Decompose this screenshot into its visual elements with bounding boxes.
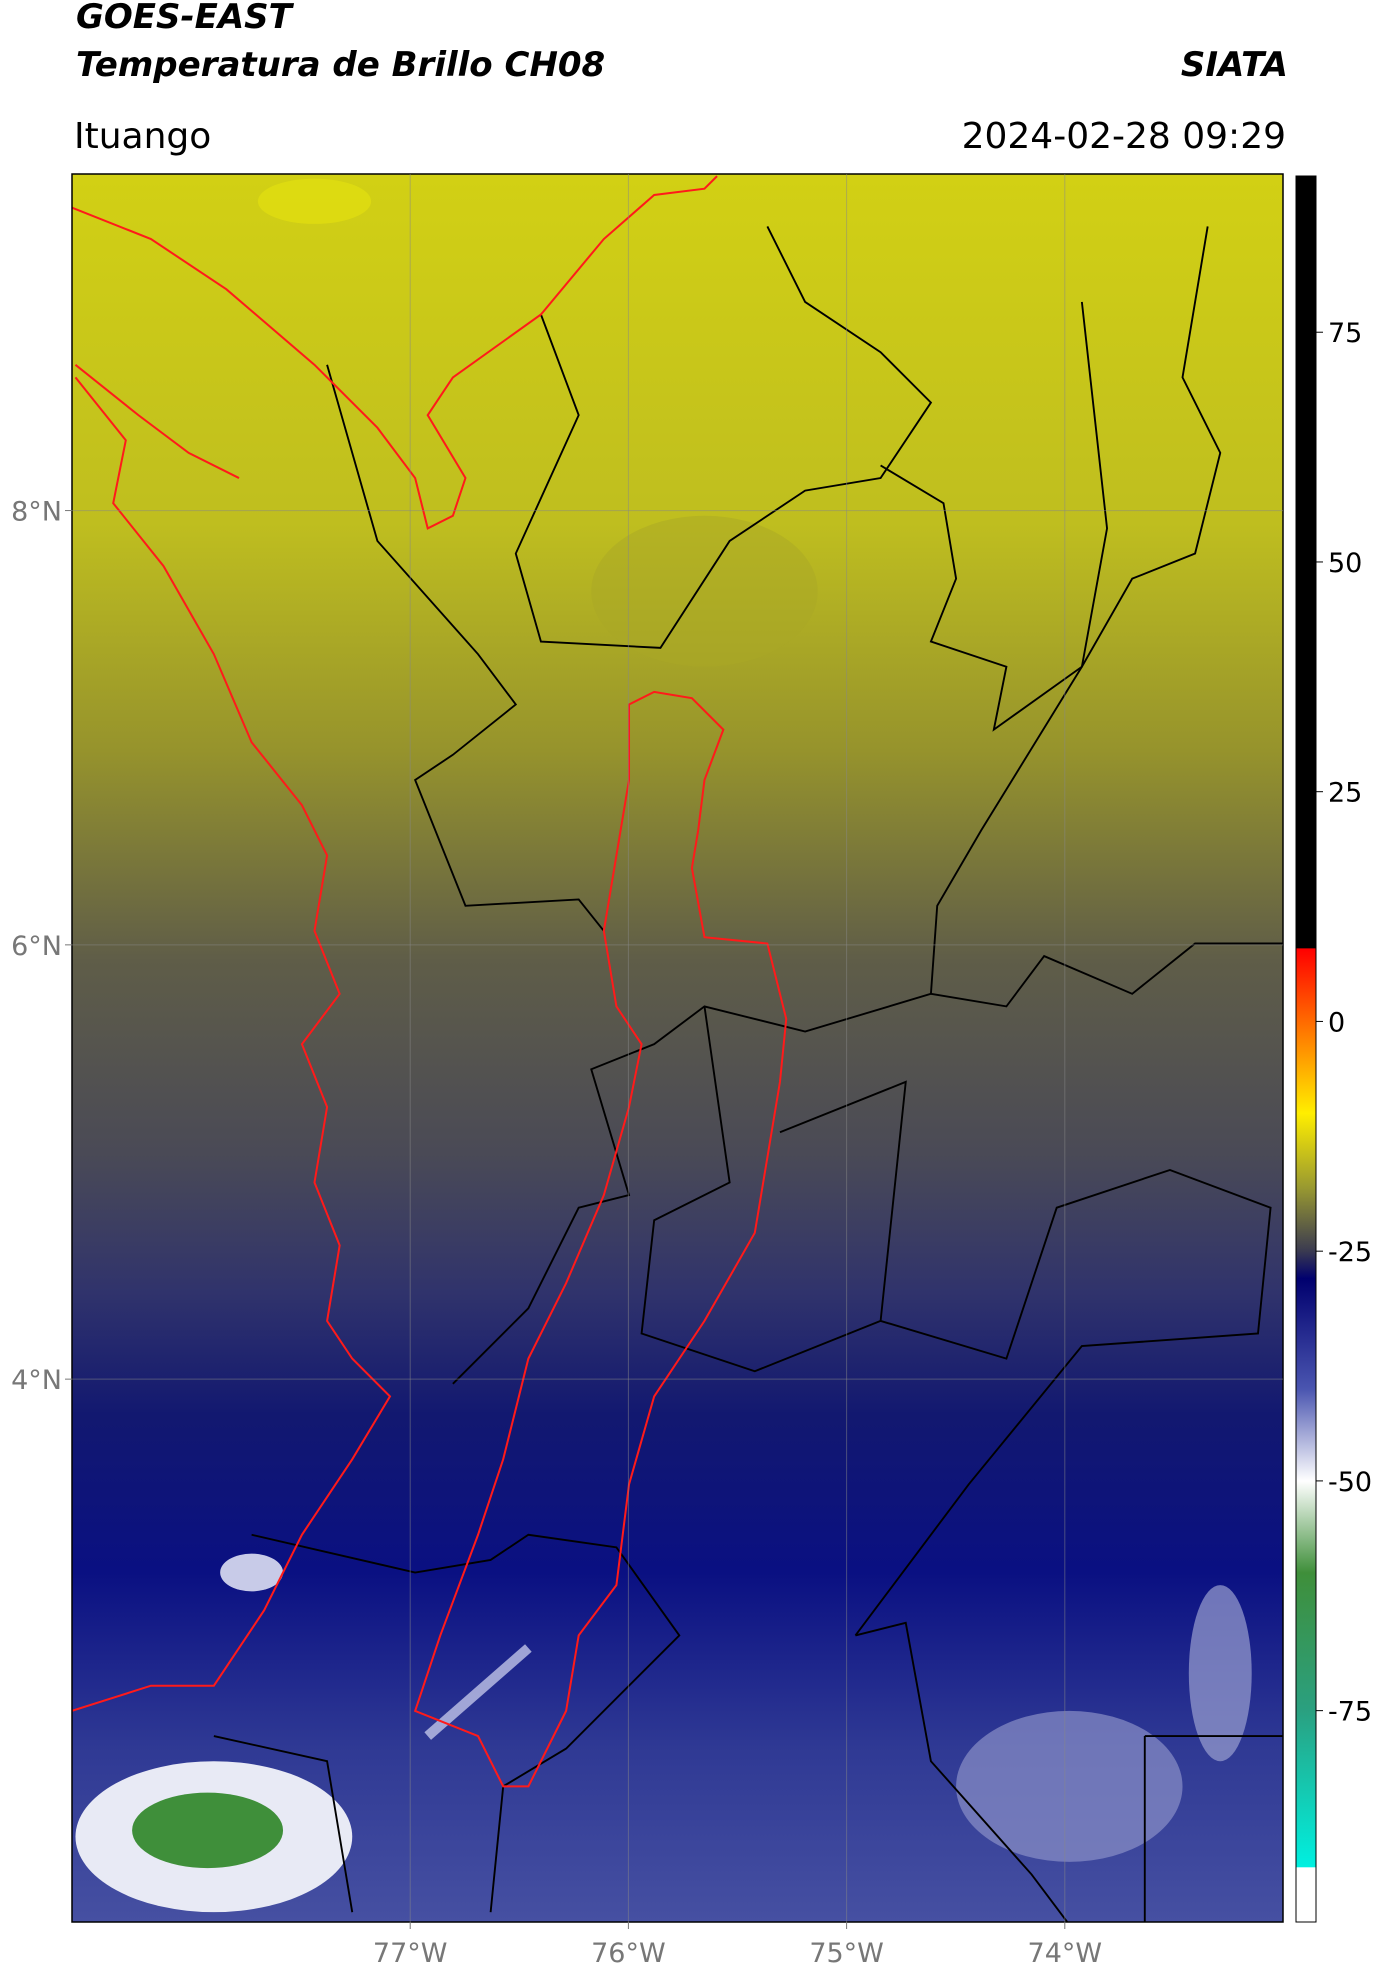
subtitle: Temperatura de Brillo CH08: [76, 45, 605, 85]
map-features: [72, 175, 1283, 1922]
colorbar-tick-label: 25: [1328, 778, 1362, 809]
x-tick-label: 75°W: [809, 1938, 884, 1969]
colorbar-tick-label: 0: [1328, 1007, 1345, 1038]
title: GOES-EAST: [76, 0, 295, 37]
map: [72, 174, 1283, 1922]
datetime: 2024-02-28 09:29: [962, 116, 1286, 157]
map-frame: [71, 173, 1284, 1923]
colorbar-tick-label: -75: [1328, 1697, 1372, 1728]
colorbar-tick-label: 50: [1328, 548, 1362, 579]
colorbar-tick-label: -50: [1328, 1467, 1372, 1498]
x-tick-label: 77°W: [373, 1938, 448, 1969]
x-tick-label: 74°W: [1028, 1938, 1103, 1969]
colorbar-tick-label: -25: [1328, 1237, 1372, 1268]
region: Ituango: [74, 116, 211, 157]
map-background: [72, 174, 1283, 1922]
x-tick-label: 76°W: [591, 1938, 666, 1969]
y-tick-label: 4°N: [11, 1365, 62, 1396]
colorbar: [1295, 175, 1317, 1923]
y-tick-label: 6°N: [11, 931, 62, 962]
source: SIATA: [1181, 45, 1288, 85]
y-tick-label: 8°N: [11, 497, 62, 528]
colorbar-tick-label: 75: [1328, 318, 1362, 349]
